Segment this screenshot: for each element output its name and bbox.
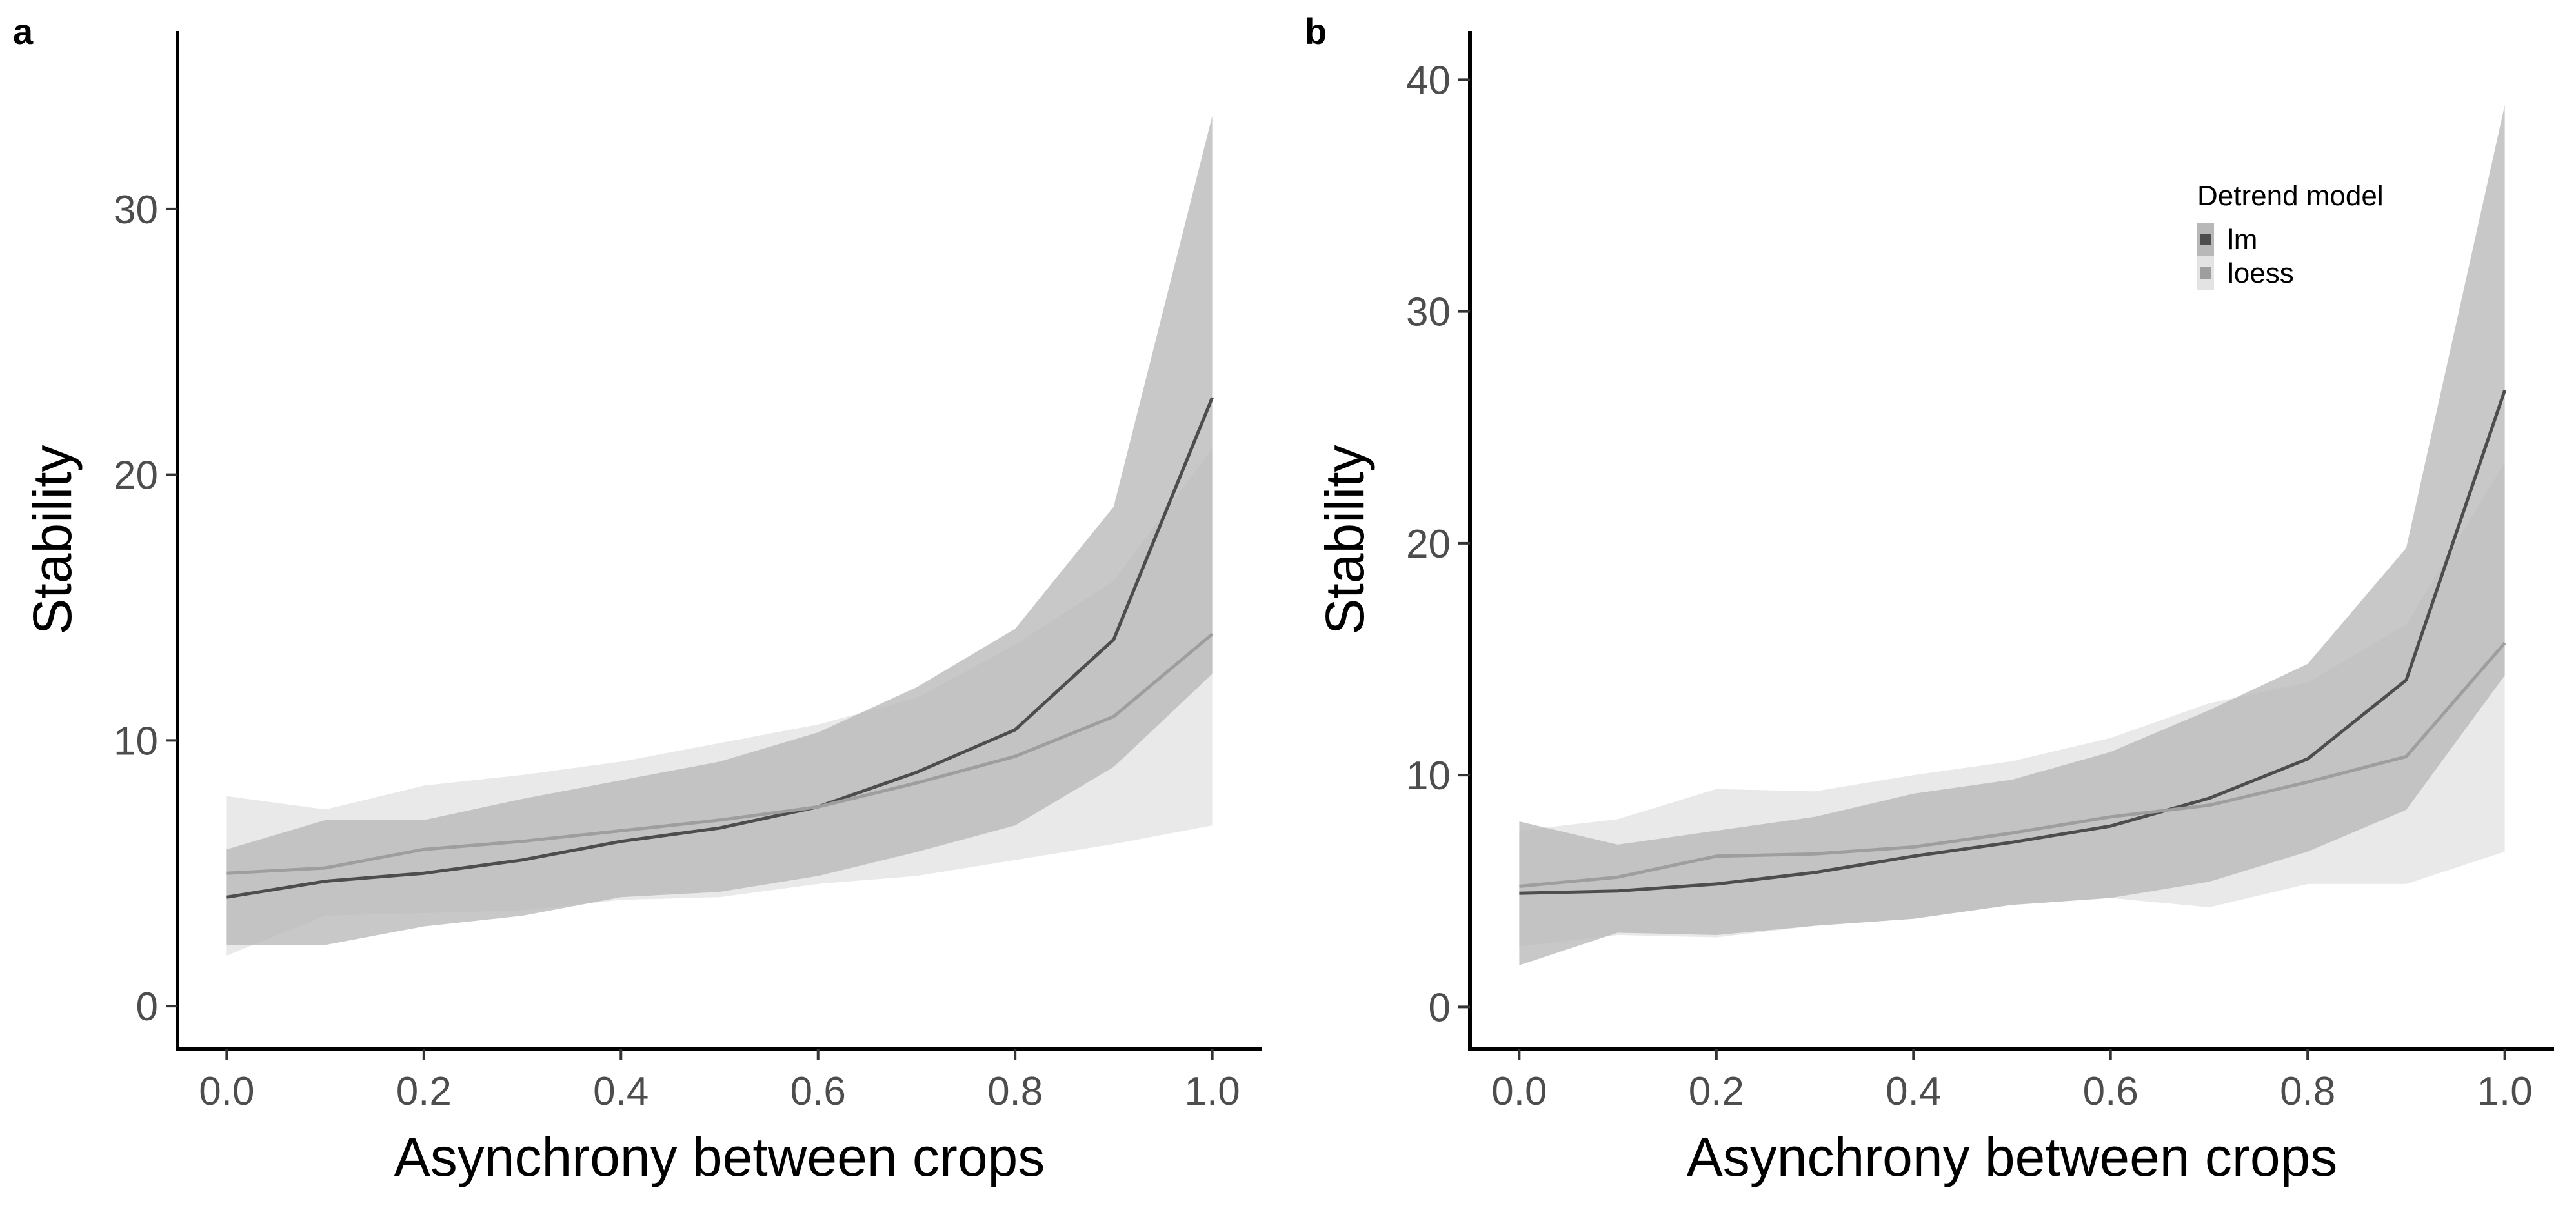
legend-title: Detrend model [2197, 180, 2384, 212]
y-tick-label: 30 [114, 188, 158, 232]
y-tick-label: 0 [136, 985, 158, 1029]
y-axis-title: Stability [1314, 445, 1375, 634]
x-tick-label: 0.8 [987, 1069, 1043, 1114]
x-tick-label: 0.4 [593, 1069, 649, 1114]
y-tick-label: 20 [114, 454, 158, 498]
y-tick-label: 30 [1406, 290, 1451, 335]
x-tick-label: 0.0 [199, 1069, 254, 1114]
x-tick-label: 0.0 [1491, 1069, 1547, 1114]
x-tick-label: 0.6 [2083, 1069, 2138, 1114]
y-tick-label: 20 [1406, 522, 1451, 567]
x-tick-label: 0.2 [1689, 1069, 1744, 1114]
x-tick-label: 1.0 [2477, 1069, 2533, 1114]
panel-label: b [1305, 11, 1327, 52]
y-axis-title: Stability [22, 445, 83, 634]
y-tick-label: 0 [1429, 985, 1451, 1030]
y-tick-label: 40 [1406, 58, 1451, 103]
y-tick-label: 10 [1406, 754, 1451, 798]
x-axis-title: Asynchrony between crops [1687, 1127, 2338, 1187]
confidence-band-lm [226, 116, 1213, 945]
legend-key-line-loess [2200, 267, 2211, 279]
legend-label-lm: lm [2228, 224, 2257, 256]
legend-key-line-lm [2200, 234, 2211, 245]
confidence-band-lm [1519, 105, 2505, 965]
x-tick-label: 0.4 [1886, 1069, 1941, 1114]
x-tick-label: 0.2 [396, 1069, 452, 1114]
y-tick-label: 10 [114, 719, 158, 763]
legend-label-loess: loess [2228, 257, 2294, 289]
x-tick-label: 1.0 [1185, 1069, 1240, 1114]
panel-a: 0 10 20 30 0.0 0.2 0.4 0.6 0.8 1.0 Asynchrony betw… [13, 11, 1262, 1187]
x-tick-label: 0.8 [2280, 1069, 2335, 1114]
panel-label: a [13, 11, 34, 52]
x-tick-label: 0.6 [790, 1069, 846, 1114]
panel-b: 0 10 20 30 40 0.0 0.2 0.4 0.6 0.8 1.0 Asynchrony be… [1305, 11, 2554, 1187]
x-axis-title: Asynchrony between crops [394, 1127, 1045, 1187]
